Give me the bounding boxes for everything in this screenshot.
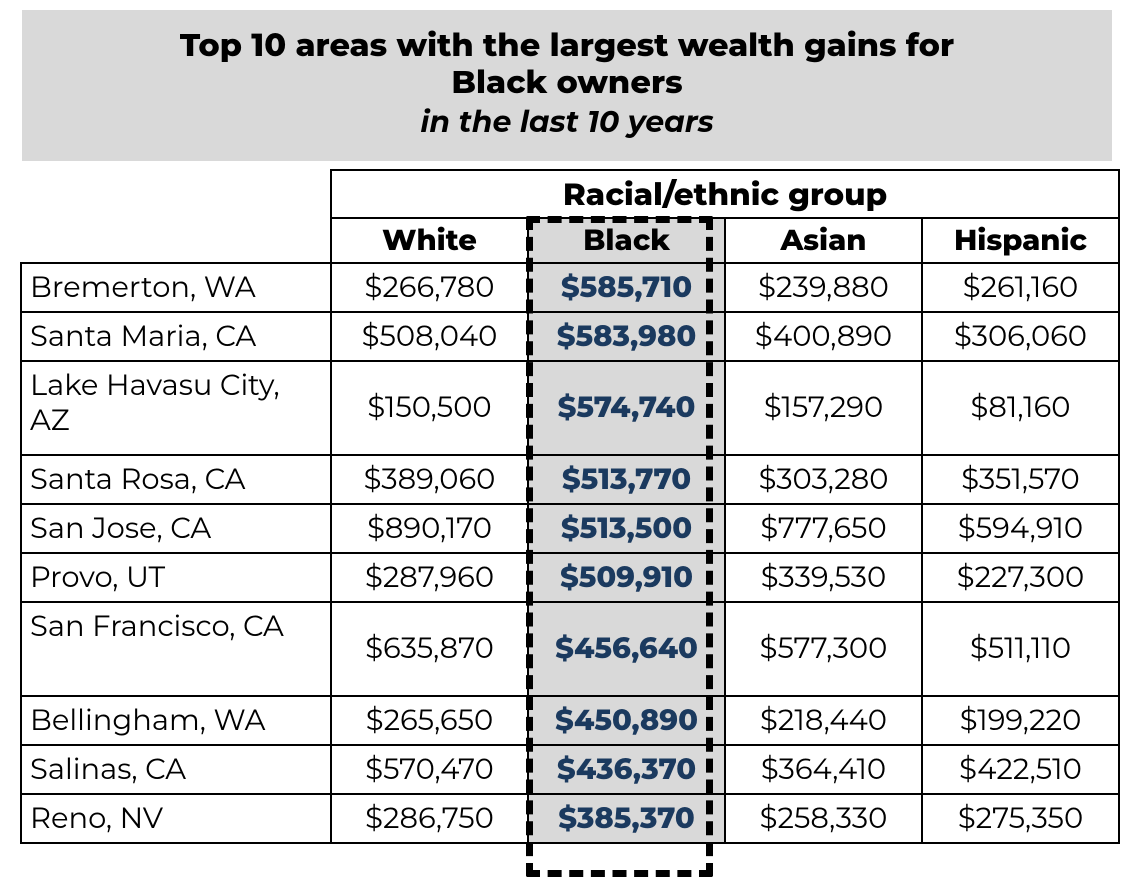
cell-value: $508,040 (331, 312, 528, 361)
cell-value: $594,910 (922, 504, 1119, 553)
col-header-hispanic: Hispanic (922, 218, 1119, 263)
cell-value: $436,370 (528, 745, 725, 794)
header-row-columns: White Black Asian Hispanic (21, 218, 1119, 263)
cell-value: $585,710 (528, 263, 725, 312)
cell-value: $351,570 (922, 455, 1119, 504)
cell-value: $400,890 (725, 312, 922, 361)
table-row: Santa Rosa, CA$389,060$513,770$303,280$3… (21, 455, 1119, 504)
cell-value: $777,650 (725, 504, 922, 553)
empty-corner-sub (21, 218, 331, 263)
cell-value: $890,170 (331, 504, 528, 553)
cell-value: $239,880 (725, 263, 922, 312)
cell-value: $513,770 (528, 455, 725, 504)
cell-value: $635,870 (331, 602, 528, 696)
cell-value: $385,370 (528, 794, 725, 843)
cell-value: $456,640 (528, 602, 725, 696)
cell-value: $509,910 (528, 553, 725, 602)
table-row: Provo, UT$287,960$509,910$339,530$227,30… (21, 553, 1119, 602)
table-row: Reno, NV$286,750$385,370$258,330$275,350 (21, 794, 1119, 843)
cell-value: $306,060 (922, 312, 1119, 361)
table-row: Bremerton, WA$266,780$585,710$239,880$26… (21, 263, 1119, 312)
cell-value: $577,300 (725, 602, 922, 696)
cell-value: $81,160 (922, 361, 1119, 455)
cell-value: $286,750 (331, 794, 528, 843)
cell-value: $583,980 (528, 312, 725, 361)
row-label: Santa Rosa, CA (21, 455, 331, 504)
col-header-asian: Asian (725, 218, 922, 263)
cell-value: $303,280 (725, 455, 922, 504)
cell-value: $513,500 (528, 504, 725, 553)
title-bar: Top 10 areas with the largest wealth gai… (22, 10, 1112, 161)
table-row: Santa Maria, CA$508,040$583,980$400,890$… (21, 312, 1119, 361)
title-line-3: in the last 10 years (52, 102, 1082, 141)
table-container: Racial/ethnic group White Black Asian Hi… (20, 169, 1120, 844)
group-header: Racial/ethnic group (331, 170, 1119, 218)
cell-value: $199,220 (922, 696, 1119, 745)
cell-value: $339,530 (725, 553, 922, 602)
cell-value: $389,060 (331, 455, 528, 504)
cell-value: $574,740 (528, 361, 725, 455)
cell-value: $258,330 (725, 794, 922, 843)
row-label: San Francisco, CA (21, 602, 331, 696)
table-row: San Jose, CA$890,170$513,500$777,650$594… (21, 504, 1119, 553)
cell-value: $157,290 (725, 361, 922, 455)
cell-value: $511,110 (922, 602, 1119, 696)
cell-value: $570,470 (331, 745, 528, 794)
cell-value: $364,410 (725, 745, 922, 794)
row-label: Salinas, CA (21, 745, 331, 794)
cell-value: $150,500 (331, 361, 528, 455)
table-row: Lake Havasu City, AZ$150,500$574,740$157… (21, 361, 1119, 455)
row-label: Lake Havasu City, AZ (21, 361, 331, 455)
empty-corner-top (21, 170, 331, 218)
row-label: Reno, NV (21, 794, 331, 843)
cell-value: $266,780 (331, 263, 528, 312)
row-label: Bremerton, WA (21, 263, 331, 312)
row-label: Provo, UT (21, 553, 331, 602)
cell-value: $287,960 (331, 553, 528, 602)
table-row: Bellingham, WA$265,650$450,890$218,440$1… (21, 696, 1119, 745)
cell-value: $265,650 (331, 696, 528, 745)
col-header-black: Black (528, 218, 725, 263)
cell-value: $422,510 (922, 745, 1119, 794)
row-label: San Jose, CA (21, 504, 331, 553)
cell-value: $227,300 (922, 553, 1119, 602)
cell-value: $275,350 (922, 794, 1119, 843)
cell-value: $261,160 (922, 263, 1119, 312)
header-row-group: Racial/ethnic group (21, 170, 1119, 218)
title-line-1: Top 10 areas with the largest wealth gai… (52, 28, 1082, 65)
row-label: Santa Maria, CA (21, 312, 331, 361)
row-label: Bellingham, WA (21, 696, 331, 745)
table-row: Salinas, CA$570,470$436,370$364,410$422,… (21, 745, 1119, 794)
wealth-gains-table: Racial/ethnic group White Black Asian Hi… (20, 169, 1120, 844)
cell-value: $218,440 (725, 696, 922, 745)
title-line-2: Black owners (52, 65, 1082, 102)
table-row: San Francisco, CA$635,870$456,640$577,30… (21, 602, 1119, 696)
col-header-white: White (331, 218, 528, 263)
cell-value: $450,890 (528, 696, 725, 745)
